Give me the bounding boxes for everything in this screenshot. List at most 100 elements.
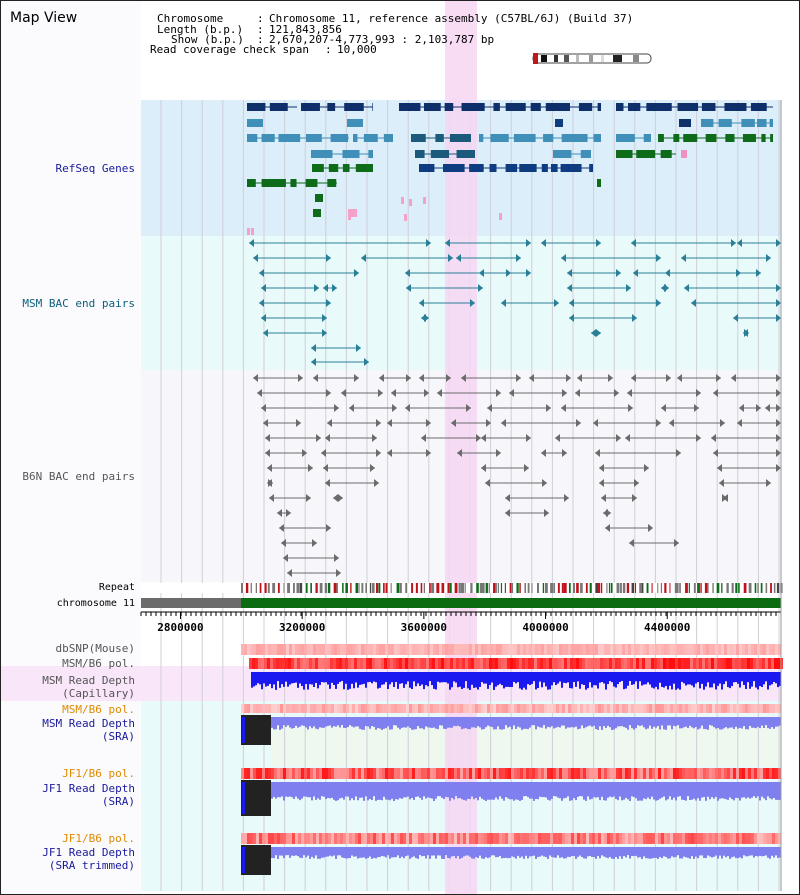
read-depth-bar [519,717,521,728]
repeat-mark [524,583,526,593]
polymorphism-cell [271,704,274,713]
polymorphism-cell [310,704,313,713]
track-label-dbsnp[interactable]: dbSNP(Mouse) [55,642,135,655]
read-depth-bar [683,847,685,857]
polymorphism-cell [286,833,289,844]
read-depth-bar [307,717,309,730]
polymorphism-cell [424,833,427,844]
repeat-mark [776,583,780,593]
polymorphism-cell [592,833,595,844]
polymorphism-cell [307,644,310,655]
ideogram-band [589,55,593,62]
polymorphism-cell [442,644,445,655]
track-label-msm-depth-cap[interactable]: MSM Read Depth [42,674,135,687]
track-label-msm-depth-sra[interactable]: MSM Read Depth [42,717,135,730]
track-label-msm-b6-pol[interactable]: MSM/B6 pol. [62,657,135,670]
read-depth-bar [639,672,641,682]
polymorphism-cell [351,658,354,669]
refseq-small-feature [409,199,412,206]
polymorphism-cell [709,768,712,779]
repeat-mark [536,583,540,593]
b6n-bac-pair-end [370,464,375,472]
track-label-refseq[interactable]: RefSeq Genes [55,162,135,175]
polymorphism-cell [637,833,640,844]
read-depth-bar [419,672,421,686]
read-depth-bar [609,672,611,682]
refseq-exon [290,179,297,187]
refseq-exon [355,164,373,172]
read-depth-bar [333,717,335,727]
polymorphism-cell [328,644,331,655]
read-depth-bar [607,672,609,685]
read-depth-bar [691,672,693,686]
polymorphism-cell [741,658,744,669]
polymorphism-cell [301,833,304,844]
refseq-exon [305,134,322,142]
read-depth-bar [643,672,645,685]
refseq-small-feature [247,228,250,235]
polymorphism-cell [655,768,658,779]
msm-bac-pair-end [448,254,453,262]
polymorphism-cell [346,704,349,713]
read-depth-bar [371,717,373,727]
polymorphism-cell [352,768,355,779]
read-depth-gap [241,845,271,875]
track-label-jf1-b6-pol-2[interactable]: JF1/B6 pol. [62,832,135,845]
read-depth-bar [489,847,491,858]
polymorphism-cell [352,704,355,713]
read-depth-bar [413,782,415,800]
track-label-jf1-depth-sra[interactable]: JF1 Read Depth [42,782,135,795]
read-depth-gap [241,715,271,745]
polymorphism-cell [580,833,583,844]
read-depth-bar [569,847,571,857]
polymorphism-cell [682,833,685,844]
read-depth-bar [675,717,677,727]
polymorphism-cell [397,768,400,779]
track-label-msm-bac[interactable]: MSM BAC end pairs [22,297,135,310]
read-depth-bar [297,782,299,799]
polymorphism-cell [574,704,577,713]
repeat-mark [504,583,506,593]
polymorphism-cell [699,658,702,669]
polymorphism-cell [702,658,705,669]
polymorphism-cell [298,833,301,844]
polymorphism-cell [438,658,441,669]
polymorphism-cell [451,644,454,655]
track-label-repeat[interactable]: Repeat [98,582,135,593]
polymorphism-cell [334,704,337,713]
read-depth-bar [289,717,291,728]
read-depth-bar [629,672,631,682]
track-label-jf1-b6-pol[interactable]: JF1/B6 pol. [62,767,135,780]
read-depth-bar [661,672,663,687]
track-label-msm-b6-pol-2[interactable]: MSM/B6 pol. [62,703,135,716]
polymorphism-cell [499,704,502,713]
polymorphism-cell [601,833,604,844]
read-depth-bar [769,717,771,729]
polymorphism-cell [316,833,319,844]
read-depth-bar [555,717,557,728]
refseq-exon [328,164,339,172]
repeat-mark [716,583,720,593]
read-depth-bar [643,782,645,799]
repeat-mark [436,583,440,593]
read-depth-bar [405,782,407,798]
polymorphism-cell [547,644,550,655]
refseq-exon [305,179,318,187]
read-depth-bar [311,717,313,729]
ideogram-band [633,55,639,62]
read-depth-bar [385,847,387,858]
repeat-mark [580,583,583,593]
read-depth-bar [459,782,461,799]
read-depth-bar [319,717,321,728]
read-depth-bar [691,847,693,857]
polymorphism-cell [577,833,580,844]
refseq-exon [545,103,570,111]
read-depth-bar [493,672,495,690]
track-label-jf1-depth-trim[interactable]: JF1 Read Depth [42,846,135,859]
msm-bac-pair-end [766,254,771,262]
read-depth-bar [765,847,767,856]
polymorphism-cell [433,644,436,655]
track-label-b6n-bac[interactable]: B6N BAC end pairs [22,470,135,483]
polymorphism-cell [432,658,435,669]
